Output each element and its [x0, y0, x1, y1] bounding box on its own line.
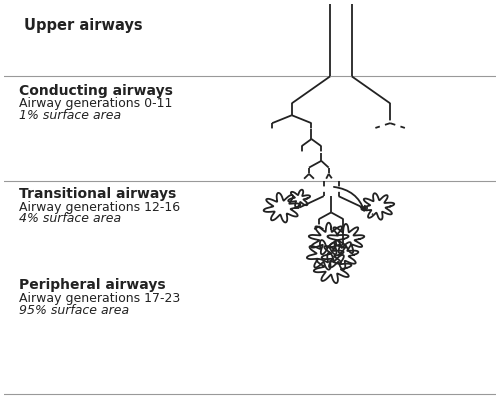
FancyArrowPatch shape [334, 187, 365, 211]
Text: Peripheral airways: Peripheral airways [19, 278, 166, 292]
Text: Transitional airways: Transitional airways [19, 187, 176, 200]
Text: 1% surface area: 1% surface area [19, 109, 121, 122]
Text: Conducting airways: Conducting airways [19, 83, 173, 98]
Text: Upper airways: Upper airways [24, 18, 142, 33]
Text: Airway generations 17-23: Airway generations 17-23 [19, 292, 180, 305]
Text: 4% surface area: 4% surface area [19, 212, 121, 226]
Text: Airway generations 12-16: Airway generations 12-16 [19, 200, 180, 213]
Text: Airway generations 0-11: Airway generations 0-11 [19, 97, 172, 111]
Text: 95% surface area: 95% surface area [19, 304, 129, 317]
